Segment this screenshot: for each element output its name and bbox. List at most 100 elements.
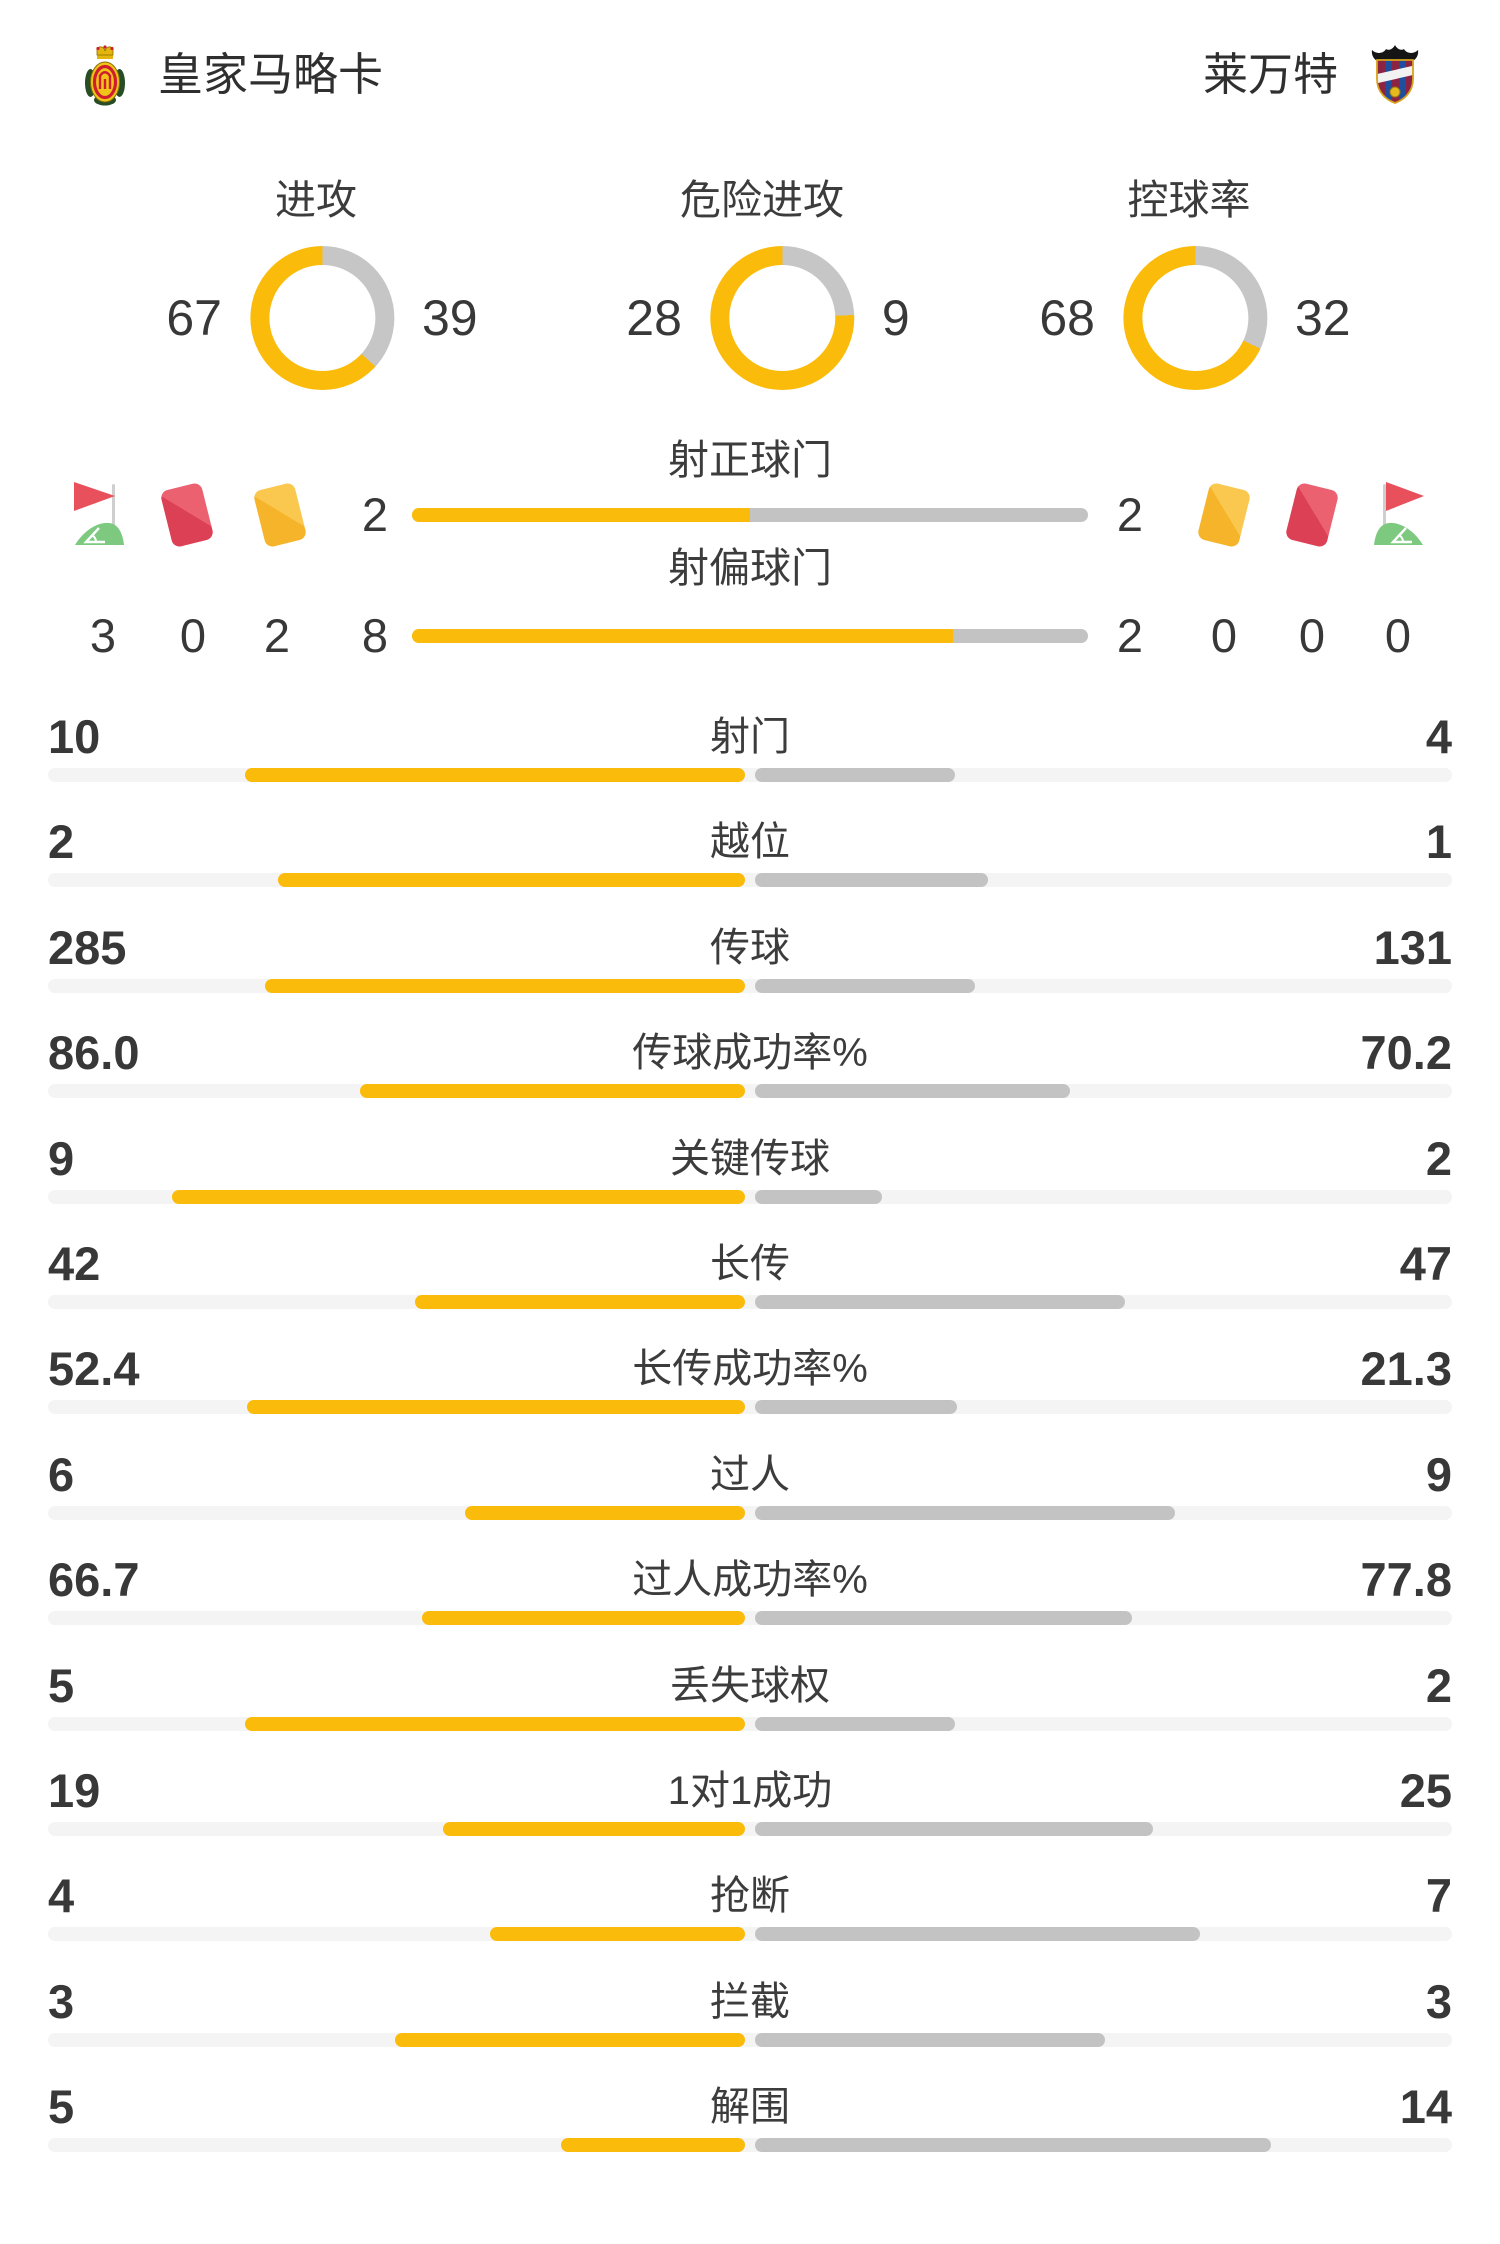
away-yellow-card-icon <box>1196 481 1252 549</box>
stat-home-bar <box>443 1822 745 1836</box>
donut-away-value: 39 <box>422 290 478 346</box>
stat-bar-track <box>48 873 1452 887</box>
stat-label: 长传成功率% <box>632 1347 868 1391</box>
donut-home-value: 28 <box>626 290 682 346</box>
stat-label: 射门 <box>710 715 790 759</box>
stat-label: 丢失球权 <box>670 1664 830 1708</box>
shots-off-target-away-value: 2 <box>1116 609 1144 662</box>
away-red-card-icon <box>1284 481 1340 549</box>
stat-row-7: 6 过人 9 <box>48 1449 1452 1520</box>
stat-away-value: 7 <box>1425 1869 1452 1922</box>
stat-away-value: 47 <box>1399 1237 1452 1290</box>
stat-bar-track <box>48 1190 1452 1204</box>
shots-on-target-away-value: 2 <box>1116 488 1144 541</box>
stat-away-bar <box>755 1084 1070 1098</box>
stat-home-bar <box>245 768 745 782</box>
stat-row-11: 4 抢断 7 <box>48 1870 1452 1941</box>
stat-row-0: 10 射门 4 <box>48 711 1452 782</box>
donut-chart-0: 67 39 <box>166 246 478 390</box>
stat-home-bar <box>422 1611 745 1625</box>
stat-home-bar <box>265 979 745 993</box>
stat-label: 越位 <box>710 820 790 864</box>
stat-bar-track <box>48 1295 1452 1309</box>
stat-away-value: 14 <box>1399 2080 1452 2133</box>
stat-bar-track <box>48 1084 1452 1098</box>
stat-bar-track <box>48 2138 1452 2152</box>
away-team-name: 莱万特 <box>1202 49 1338 100</box>
stat-home-bar <box>415 1295 745 1309</box>
stat-label: 传球成功率% <box>632 1031 868 1075</box>
stat-home-value: 9 <box>48 1132 75 1185</box>
stat-home-bar <box>360 1084 745 1098</box>
stat-away-bar <box>755 1295 1125 1309</box>
stat-label: 传球 <box>710 926 790 970</box>
stat-row-9: 5 丢失球权 2 <box>48 1660 1452 1731</box>
stat-row-5: 42 长传 47 <box>48 1238 1452 1309</box>
home-red-cards-count: 0 <box>179 609 207 662</box>
donut-ring <box>709 246 854 390</box>
stat-bar-track <box>48 1927 1452 1941</box>
stat-label: 抢断 <box>710 1874 790 1918</box>
stat-away-bar <box>755 979 975 993</box>
stat-home-value: 2 <box>48 815 75 868</box>
away-yellow-cards-count: 0 <box>1210 609 1238 662</box>
stat-home-value: 10 <box>48 710 101 763</box>
stat-row-12: 3 拦截 3 <box>48 1976 1452 2047</box>
stat-bar-track <box>48 1400 1452 1414</box>
stat-home-value: 42 <box>48 1237 101 1290</box>
stat-line: 5 丢失球权 2 <box>48 1660 1452 1712</box>
away-team-header: 莱万特 <box>1203 42 1420 108</box>
home-corner-flag-icon <box>74 482 124 545</box>
stat-label: 1对1成功 <box>667 1769 833 1813</box>
stat-bar-track <box>48 1822 1452 1836</box>
stat-row-8: 66.7 过人成功率% 77.8 <box>48 1554 1452 1625</box>
donut-chart-1: 28 9 <box>626 246 910 390</box>
stat-away-value: 25 <box>1399 1764 1452 1817</box>
stat-away-value: 9 <box>1425 1448 1452 1501</box>
stat-away-bar <box>755 768 955 782</box>
stat-home-value: 3 <box>48 1975 75 2028</box>
stat-home-bar <box>490 1927 745 1941</box>
stat-home-bar <box>465 1506 745 1520</box>
stat-away-value: 70.2 <box>1360 1026 1452 1079</box>
stat-line: 86.0 传球成功率% 70.2 <box>48 1027 1452 1079</box>
stat-row-2: 285 传球 131 <box>48 922 1452 993</box>
stat-line: 2 越位 1 <box>48 816 1452 868</box>
stat-away-bar <box>755 2138 1271 2152</box>
stat-label: 拦截 <box>710 1980 790 2024</box>
stat-away-value: 1 <box>1425 815 1452 868</box>
donut-hole <box>1142 265 1248 371</box>
shots-off-target-home-fill <box>412 629 953 643</box>
stat-bar-track <box>48 2033 1452 2047</box>
stat-row-4: 9 关键传球 2 <box>48 1133 1452 1204</box>
stat-bar-track <box>48 1506 1452 1520</box>
stat-away-bar <box>755 1822 1153 1836</box>
stat-home-bar <box>247 1400 745 1414</box>
stat-away-value: 131 <box>1373 921 1452 974</box>
donut-away-value: 9 <box>881 290 910 346</box>
home-yellow-cards-count: 2 <box>263 609 291 662</box>
shots-off-target-bar <box>412 629 1088 643</box>
donut-hole <box>728 265 835 371</box>
stat-away-value: 4 <box>1425 710 1452 763</box>
stat-line: 5 解围 14 <box>48 2081 1452 2133</box>
donut-title-2: 控球率 <box>1127 177 1251 223</box>
donut-ring <box>1123 246 1267 390</box>
stat-bar-track <box>48 979 1452 993</box>
stat-home-value: 19 <box>48 1764 101 1817</box>
donut-away-value: 32 <box>1295 290 1351 346</box>
stat-home-value: 52.4 <box>48 1342 140 1395</box>
stat-away-value: 77.8 <box>1360 1553 1452 1606</box>
stat-line: 285 传球 131 <box>48 922 1452 974</box>
stat-label: 过人成功率% <box>632 1558 868 1602</box>
stat-away-bar <box>755 1190 882 1204</box>
shots-on-target-home-value: 2 <box>361 488 389 541</box>
stat-line: 4 抢断 7 <box>48 1870 1452 1922</box>
stat-home-value: 6 <box>48 1448 75 1501</box>
stat-label: 长传 <box>710 1242 790 1286</box>
stat-row-6: 52.4 长传成功率% 21.3 <box>48 1343 1452 1414</box>
donut-chart-2: 68 32 <box>1039 246 1351 390</box>
stat-away-value: 2 <box>1425 1132 1452 1185</box>
stat-home-value: 4 <box>48 1869 75 1922</box>
stat-line: 10 射门 4 <box>48 711 1452 763</box>
